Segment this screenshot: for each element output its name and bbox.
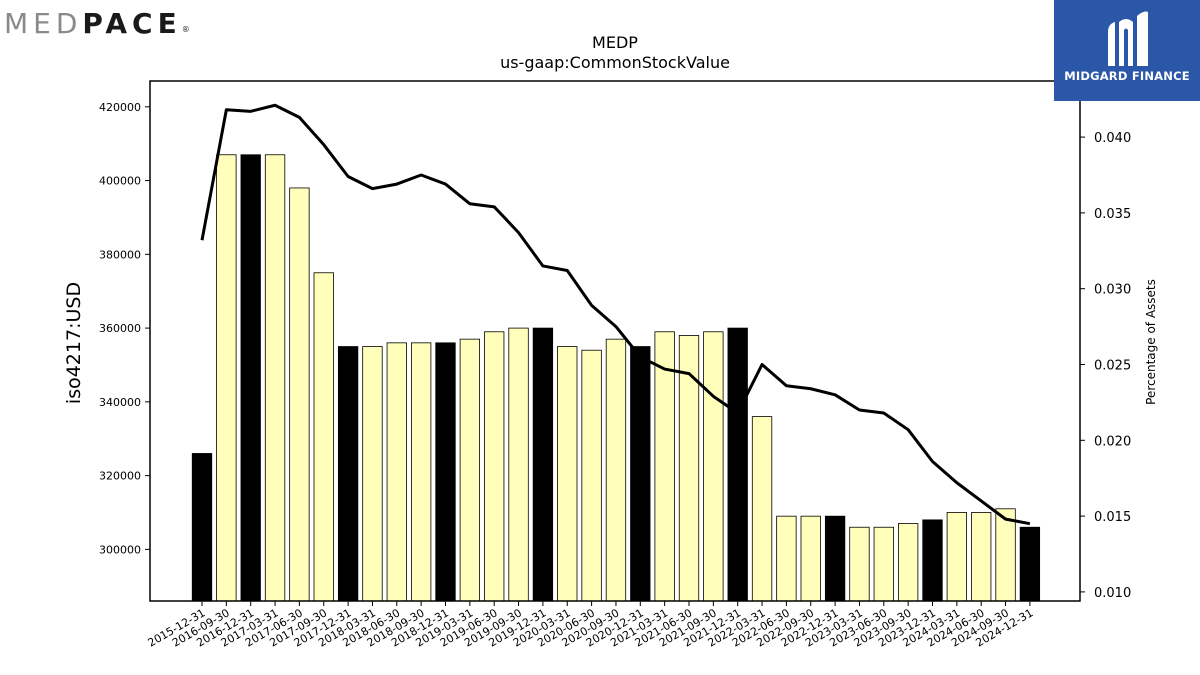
bar-2022-09-30	[800, 515, 821, 602]
midgard-finance-logo: MIDGARD FINANCE	[1054, 0, 1200, 101]
bar-2023-06-30	[873, 526, 894, 602]
bar-2020-06-30	[581, 349, 602, 602]
y2-tick-label: 0.020	[1094, 434, 1131, 449]
bar-2023-09-30	[898, 523, 919, 602]
chart-subtitle: us-gaap:CommonStockValue	[500, 53, 730, 72]
y-tick-label: 400000	[99, 175, 141, 188]
bar-2021-03-31	[654, 331, 675, 602]
logo-text-midgard: MIDGARD FINANCE	[1064, 69, 1190, 83]
bar-2024-12-31	[1019, 526, 1041, 602]
logo-text-pace: PACE	[82, 6, 182, 40]
plot-frame	[149, 80, 1081, 602]
medpace-logo: MED PACE ®	[4, 6, 190, 40]
y2-axis-label: Percentage of Assets	[1144, 279, 1158, 405]
y2-tick-label: 0.025	[1094, 358, 1131, 373]
bar-2016-09-30	[216, 154, 237, 602]
bar-2015-12-31	[191, 453, 213, 602]
logo-registered-mark: ®	[181, 25, 190, 34]
bar-2018-09-30	[410, 342, 432, 602]
bars	[191, 154, 1041, 602]
y2-tick-label: 0.030	[1094, 283, 1131, 298]
bar-2018-12-31	[435, 342, 456, 602]
bar-2020-12-31	[630, 346, 651, 602]
bar-2024-09-30	[995, 508, 1016, 602]
bar-2024-06-30	[971, 512, 992, 602]
bar-2022-06-30	[776, 515, 797, 602]
bar-2023-03-31	[849, 526, 870, 602]
bar-2019-03-31	[459, 338, 481, 602]
y-axis-right: 0.010 0.015 0.020 0.025 0.030 0.035 0.040	[1080, 131, 1131, 601]
y-tick-label: 380000	[99, 248, 141, 261]
percentage-line	[200, 103, 1031, 526]
bar-2020-03-31	[557, 346, 578, 602]
y2-tick-label: 0.010	[1094, 586, 1131, 601]
bar-2021-12-31	[727, 327, 748, 602]
percentage-of-assets-line	[200, 103, 1031, 526]
y-tick-label: 340000	[99, 396, 141, 409]
y-tick-label: 320000	[99, 470, 141, 483]
chart-title: MEDP	[592, 33, 638, 52]
bar-2019-12-31	[532, 327, 554, 602]
y2-tick-label: 0.035	[1094, 207, 1131, 222]
y2-tick-label: 0.015	[1094, 510, 1131, 525]
bar-2019-09-30	[508, 327, 529, 602]
y2-tick-label: 0.040	[1094, 131, 1131, 146]
y-axis-label: iso4217:USD	[63, 282, 85, 404]
bar-2023-12-31	[922, 519, 943, 602]
y-axis-left: 300000 320000 340000 360000 380000 400000 4200…	[99, 101, 150, 556]
bar-2022-12-31	[824, 515, 846, 602]
y-tick-label: 300000	[99, 543, 141, 556]
logo-text-med: MED	[4, 6, 83, 40]
bar-2024-03-31	[946, 512, 967, 602]
bar-2017-09-30	[313, 272, 334, 602]
bar-2018-03-31	[362, 346, 383, 602]
bar-2020-09-30	[605, 338, 627, 602]
bar-2017-06-30	[289, 187, 310, 602]
y-tick-label: 420000	[99, 101, 141, 114]
bar-2022-03-31	[751, 416, 773, 602]
bar-2016-12-31	[240, 154, 261, 602]
y-tick-label: 360000	[99, 322, 141, 335]
bar-2018-06-30	[386, 342, 407, 602]
bar-2019-06-30	[484, 331, 505, 602]
bar-2021-09-30	[703, 331, 724, 602]
midgard-mark-icon	[1108, 11, 1148, 66]
x-axis: 2015-12-312016-09-302016-12-312017-03-31…	[146, 601, 1035, 650]
bar-2017-12-31	[337, 346, 359, 602]
bar-2017-03-31	[264, 154, 286, 602]
